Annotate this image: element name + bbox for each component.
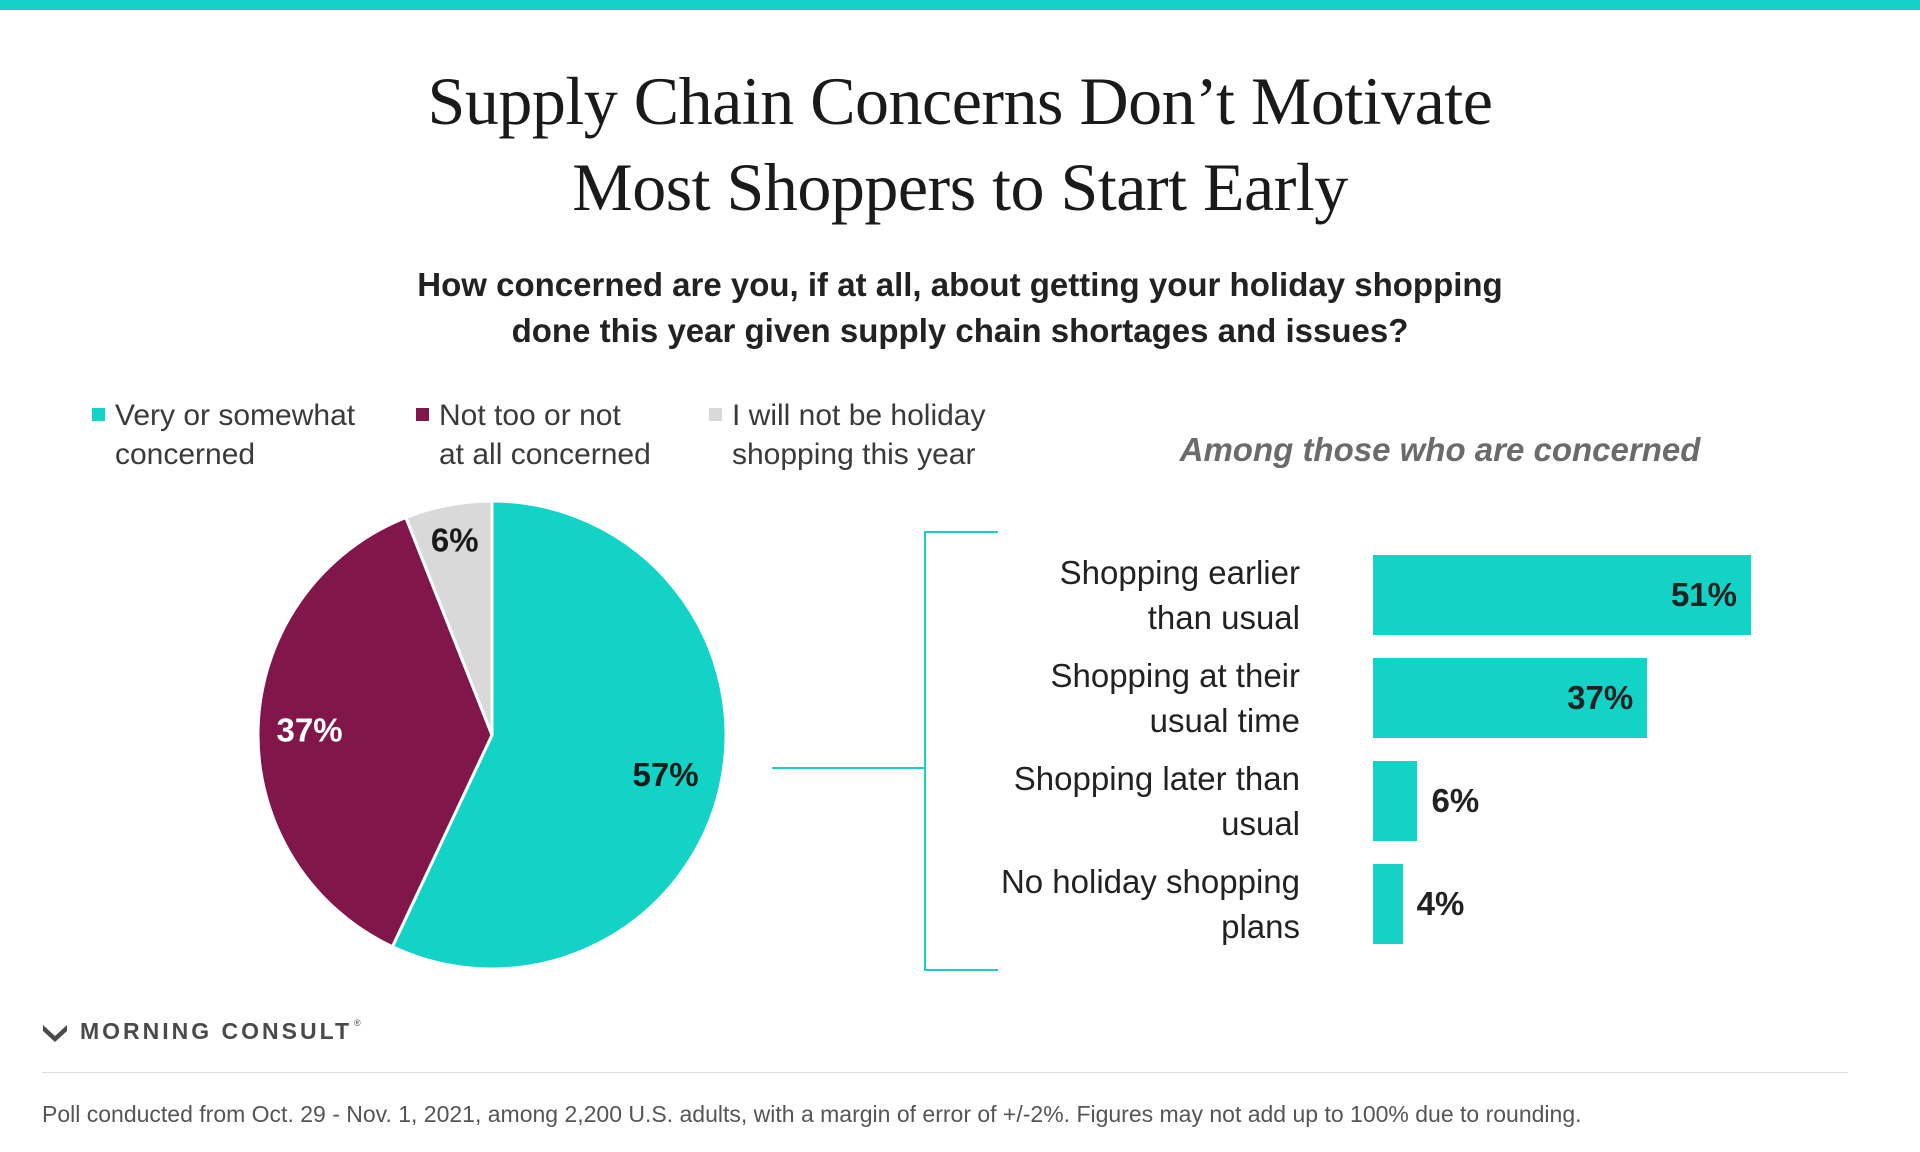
chart-title: Supply Chain Concerns Don’t Motivate Mos… (260, 58, 1660, 230)
connector-line (772, 767, 926, 769)
footer-divider (42, 1072, 1848, 1073)
bar-category-label-1: Shopping earlier than usual (1059, 554, 1300, 636)
bar-1 (1373, 555, 1751, 635)
legend-label-concerned: Very or somewhat concerned (115, 396, 355, 474)
bar-3 (1373, 761, 1418, 841)
question-line-2: done this year given supply chain shorta… (511, 312, 1409, 349)
legend-label-concerned-line-1: Very or somewhat (115, 399, 356, 432)
bar-2 (1373, 658, 1648, 738)
legend-label-not-concerned-line-2: at all concerned (439, 438, 651, 471)
pie-slice-label-1: 57% (633, 756, 699, 793)
footnote: Poll conducted from Oct. 29 - Nov. 1, 20… (42, 1101, 1582, 1127)
bar-value-label-2: 37% (1567, 679, 1634, 716)
legend-label-not-concerned-line-1: Not too or not (439, 399, 621, 432)
legend-label-not-concerned: Not too or not at all concerned (439, 396, 651, 474)
bar-row-3: Shopping later than usual 6% (960, 760, 1920, 842)
bar-row-1: Shopping earlier than usual 51% (960, 554, 1920, 636)
bar-value-label-4: 4% (1416, 885, 1465, 922)
chart-title-line-2: Most Shoppers to Start Early (572, 149, 1348, 225)
pie-slice-label-2: 37% (277, 711, 343, 748)
bar-chart-caption: Among those who are concerned (1179, 431, 1701, 468)
pie-slice-3 (403, 499, 494, 736)
legend-swatch-not-concerned (416, 408, 429, 421)
morning-consult-logo-icon (43, 1024, 67, 1042)
brand-logo: MORNING CONSULT ® (42, 1018, 361, 1045)
legend-label-concerned-line-2: concerned (115, 438, 256, 471)
legend-label-not-shopping-line-1: I will not be holiday (732, 399, 986, 432)
bar-category-label-2: Shopping at their usual time (1050, 657, 1300, 739)
bar-row-2: Shopping at their usual time 37% (960, 657, 1920, 739)
legend-label-not-shopping: I will not be holiday shopping this year (732, 396, 985, 474)
bar-value-label-3: 6% (1431, 782, 1480, 819)
legend-item-not-shopping: I will not be holiday shopping this year (709, 396, 1039, 474)
legend-swatch-not-shopping (709, 408, 722, 421)
bracket-vertical (924, 531, 926, 971)
pie-slice-1 (390, 499, 728, 971)
chart-title-line-1: Supply Chain Concerns Don’t Motivate (427, 63, 1493, 139)
legend-item-not-concerned: Not too or not at all concerned (416, 396, 706, 474)
bracket-top (924, 531, 998, 533)
bar-category-label-3: Shopping later than usual (1013, 760, 1300, 842)
legend-item-concerned: Very or somewhat concerned (92, 396, 392, 474)
brand-name: MORNING CONSULT (80, 1018, 353, 1044)
bar-value-label-1: 51% (1670, 576, 1737, 613)
brand-registered-mark: ® (354, 1018, 361, 1028)
question-text: How concerned are you, if at all, about … (300, 262, 1620, 354)
top-accent-bar (0, 0, 1920, 10)
bar-4 (1373, 864, 1403, 944)
legend-swatch-concerned (92, 408, 105, 421)
legend-label-not-shopping-line-2: shopping this year (732, 438, 976, 471)
pie-slice-label-3: 6% (431, 522, 479, 559)
bar-category-label-4: No holiday shopping plans (1000, 863, 1300, 945)
bracket-bottom (924, 969, 998, 971)
pie-slice-2 (256, 515, 494, 949)
question-line-1: How concerned are you, if at all, about … (417, 266, 1503, 303)
bar-row-4: No holiday shopping plans 4% (960, 863, 1920, 945)
